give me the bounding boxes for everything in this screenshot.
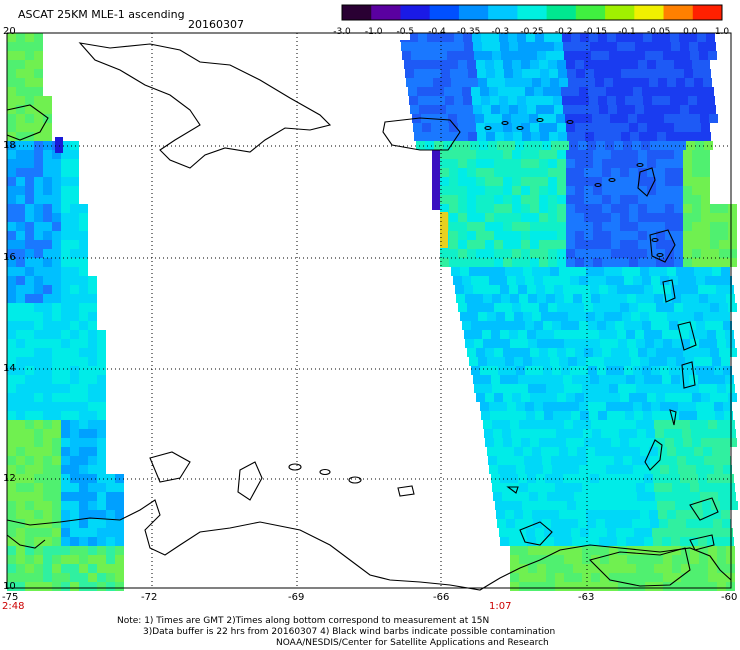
colorbar-tick-label: -0.35 bbox=[457, 27, 481, 37]
colorbar bbox=[341, 4, 723, 21]
lat-label-12: 12 bbox=[3, 473, 16, 484]
colorbar-tick-label: 0.0 bbox=[683, 27, 698, 37]
colorbar-segment bbox=[546, 5, 577, 20]
lat-label-14: 14 bbox=[3, 363, 16, 374]
lon-label-63: -63 bbox=[578, 592, 595, 603]
colorbar-tick-label: -0.1 bbox=[618, 27, 636, 37]
note-line-1: Note: 1) Times are GMT 2)Times along bot… bbox=[117, 616, 490, 626]
lon-label-75: -75 bbox=[2, 592, 19, 603]
lat-label-18: 18 bbox=[3, 140, 16, 151]
colorbar-segment bbox=[692, 5, 723, 20]
time-label-left: 2:48 bbox=[2, 601, 25, 612]
colorbar-segment bbox=[371, 5, 401, 20]
lon-label-72: -72 bbox=[141, 592, 158, 603]
lon-label-66: -66 bbox=[433, 592, 450, 603]
colorbar-tick-label: -0.2 bbox=[554, 27, 573, 37]
colorbar-tick-label: -0.25 bbox=[520, 27, 544, 37]
colorbar-tick-label: -1.0 bbox=[364, 27, 383, 37]
data-swaths bbox=[7, 30, 738, 591]
colorbar-tick-label: -0.05 bbox=[647, 27, 671, 37]
colorbar-segment bbox=[400, 5, 431, 20]
product-title: ASCAT 25KM MLE-1 ascending bbox=[18, 8, 185, 21]
colorbar-segment bbox=[517, 5, 548, 20]
product-date: 20160307 bbox=[188, 18, 244, 31]
note-line-2: 3)Data buffer is 22 hrs from 20160307 4)… bbox=[143, 627, 556, 637]
lat-label-20: 20 bbox=[3, 26, 16, 37]
colorbar-segment bbox=[575, 5, 606, 20]
colorbar-tick-label: 1.0 bbox=[714, 27, 730, 37]
colorbar-segment bbox=[634, 5, 665, 20]
colorbar-tick-label: -0.5 bbox=[396, 27, 415, 37]
lat-lon-grid bbox=[6, 32, 732, 589]
lat-label-16: 16 bbox=[3, 252, 16, 263]
colorbar-segment bbox=[488, 5, 518, 20]
colorbar-segment bbox=[605, 5, 635, 20]
colorbar-segment bbox=[342, 5, 372, 20]
time-label-mid: 1:07 bbox=[489, 601, 512, 612]
colorbar-segment bbox=[429, 5, 460, 20]
colorbar-segment bbox=[663, 5, 694, 20]
colorbar-tick-label: -0.3 bbox=[491, 27, 510, 37]
coastlines bbox=[6, 42, 732, 591]
lon-label-60: -60 bbox=[721, 592, 738, 603]
colorbar-segment bbox=[458, 5, 489, 20]
colorbar-tick-label: -0.4 bbox=[428, 27, 446, 37]
colorbar-tick-label: -0.15 bbox=[583, 27, 607, 37]
lon-label-69: -69 bbox=[288, 592, 305, 603]
lat-label-10: 10 bbox=[3, 581, 16, 592]
note-line-3: NOAA/NESDIS/Center for Satellite Applica… bbox=[276, 638, 549, 648]
colorbar-tick-label: -3.0 bbox=[333, 27, 351, 37]
